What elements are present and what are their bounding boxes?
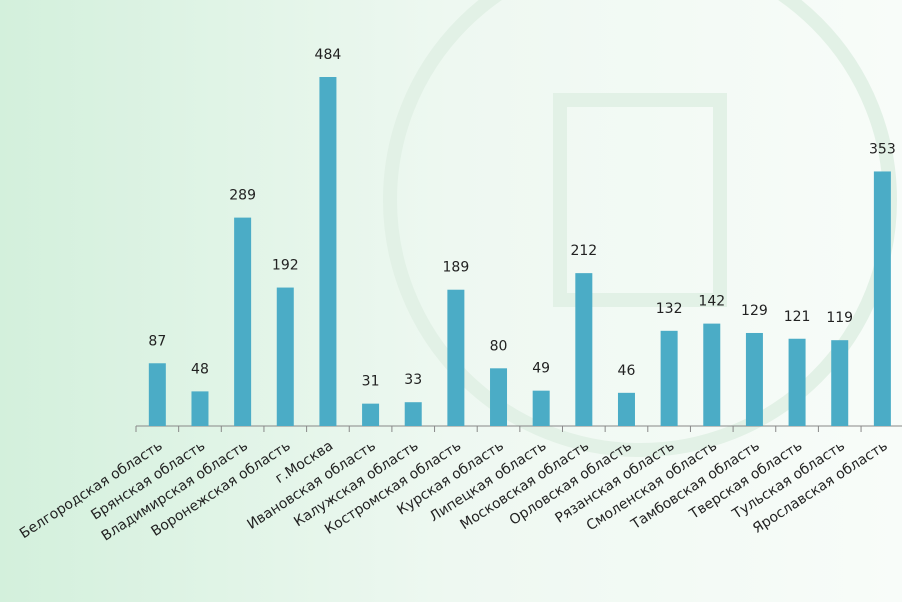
bar [234, 217, 252, 426]
data-label: 121 [784, 309, 811, 325]
bar [831, 340, 849, 426]
data-label: 189 [443, 260, 470, 276]
bar [788, 338, 806, 426]
bar [276, 287, 294, 426]
bar [703, 323, 721, 426]
bar [575, 273, 593, 426]
bar [617, 392, 635, 426]
data-label: 142 [698, 294, 725, 310]
bar [745, 332, 763, 426]
data-label: 87 [148, 333, 166, 349]
data-label: 119 [826, 310, 853, 326]
data-label: 289 [229, 188, 256, 204]
data-label: 353 [869, 141, 896, 157]
bar [490, 368, 508, 426]
data-label: 192 [272, 258, 299, 274]
bar [191, 391, 209, 426]
data-label: 31 [362, 374, 380, 390]
data-label: 129 [741, 303, 768, 319]
bar [532, 390, 550, 426]
bar [447, 289, 465, 426]
bar [873, 171, 891, 426]
bar [404, 402, 422, 426]
data-label: 46 [618, 363, 636, 379]
bar [362, 403, 380, 426]
data-label: 80 [490, 338, 508, 354]
data-label: 212 [570, 243, 597, 259]
data-label: 33 [404, 372, 422, 388]
bar [148, 363, 166, 426]
data-label: 484 [315, 47, 342, 63]
bar [319, 77, 337, 426]
data-label: 48 [191, 361, 209, 377]
data-label: 49 [532, 361, 550, 377]
bar [660, 330, 678, 426]
data-label: 132 [656, 301, 683, 317]
